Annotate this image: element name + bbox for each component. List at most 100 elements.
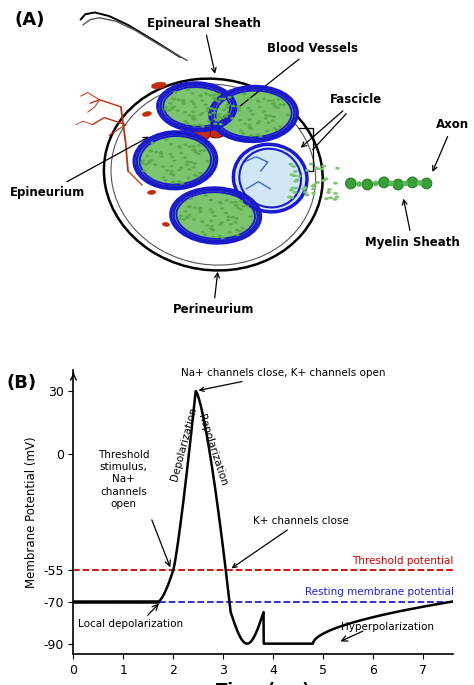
Ellipse shape [287,177,292,179]
Ellipse shape [237,109,241,112]
Ellipse shape [211,229,216,232]
Ellipse shape [187,168,191,171]
Ellipse shape [276,99,281,101]
Ellipse shape [158,83,236,131]
Text: Threshold
stimulus,
Na+
channels
open: Threshold stimulus, Na+ channels open [98,449,149,509]
Ellipse shape [226,104,230,107]
Ellipse shape [267,99,271,102]
Ellipse shape [199,149,203,152]
Ellipse shape [262,110,266,113]
Ellipse shape [147,162,151,164]
Ellipse shape [170,173,174,176]
Ellipse shape [282,103,286,106]
Ellipse shape [206,107,210,110]
Ellipse shape [304,186,309,189]
Ellipse shape [192,119,197,121]
Ellipse shape [218,201,222,203]
Ellipse shape [213,97,218,99]
Ellipse shape [379,177,389,188]
Ellipse shape [176,99,181,101]
Ellipse shape [249,215,253,218]
Ellipse shape [212,214,217,217]
Ellipse shape [275,128,279,131]
Ellipse shape [255,99,260,102]
Ellipse shape [169,172,173,175]
Ellipse shape [191,149,196,151]
Ellipse shape [204,195,208,197]
Ellipse shape [172,97,176,100]
Ellipse shape [210,107,214,110]
Ellipse shape [210,220,214,223]
Ellipse shape [196,237,202,240]
Ellipse shape [206,110,210,112]
Ellipse shape [301,194,306,197]
Ellipse shape [224,115,228,118]
Ellipse shape [242,92,246,95]
Ellipse shape [187,206,191,208]
Ellipse shape [218,235,222,237]
Ellipse shape [177,145,182,148]
Ellipse shape [173,85,183,90]
Ellipse shape [241,132,246,134]
Ellipse shape [191,116,195,119]
Ellipse shape [198,123,202,126]
Ellipse shape [172,98,176,101]
Ellipse shape [191,110,195,113]
Ellipse shape [183,210,187,212]
Ellipse shape [308,169,312,172]
Ellipse shape [175,110,180,112]
Ellipse shape [233,145,307,212]
Ellipse shape [318,169,323,171]
Ellipse shape [388,181,394,186]
Text: Depolarization: Depolarization [169,406,199,482]
Ellipse shape [191,115,195,117]
Ellipse shape [170,108,174,110]
Ellipse shape [417,180,422,186]
Text: Blood Vessels: Blood Vessels [222,42,358,121]
Ellipse shape [225,199,229,201]
Ellipse shape [272,116,276,118]
Ellipse shape [203,103,208,106]
Ellipse shape [192,206,197,209]
Ellipse shape [247,125,252,128]
Ellipse shape [199,114,203,116]
Ellipse shape [297,188,302,191]
Ellipse shape [222,97,226,100]
Ellipse shape [189,197,193,200]
Ellipse shape [213,118,218,121]
Ellipse shape [192,103,196,105]
Ellipse shape [159,153,164,155]
Ellipse shape [197,145,201,147]
Ellipse shape [193,149,197,151]
Ellipse shape [191,166,196,169]
Ellipse shape [210,228,214,231]
Ellipse shape [305,164,310,167]
Ellipse shape [186,177,191,179]
Ellipse shape [147,190,156,195]
Ellipse shape [226,103,230,106]
Ellipse shape [193,174,197,176]
Ellipse shape [333,169,338,171]
Ellipse shape [182,100,186,103]
Text: K+ channels close: K+ channels close [233,516,349,568]
Ellipse shape [257,120,262,123]
Ellipse shape [236,206,240,209]
Ellipse shape [173,91,177,94]
Ellipse shape [407,177,418,188]
Text: Resting membrane potential: Resting membrane potential [305,587,454,597]
Ellipse shape [183,120,188,123]
Ellipse shape [194,106,198,108]
Ellipse shape [271,103,275,105]
Text: Perineurium: Perineurium [173,273,254,316]
Ellipse shape [273,105,277,108]
Ellipse shape [247,97,251,99]
Ellipse shape [153,164,157,166]
Ellipse shape [213,123,218,125]
Ellipse shape [162,223,170,227]
Ellipse shape [201,125,205,127]
Ellipse shape [258,105,262,108]
Ellipse shape [227,216,231,218]
Ellipse shape [334,190,339,192]
Text: Epineurium: Epineurium [10,138,148,199]
Ellipse shape [228,231,232,234]
